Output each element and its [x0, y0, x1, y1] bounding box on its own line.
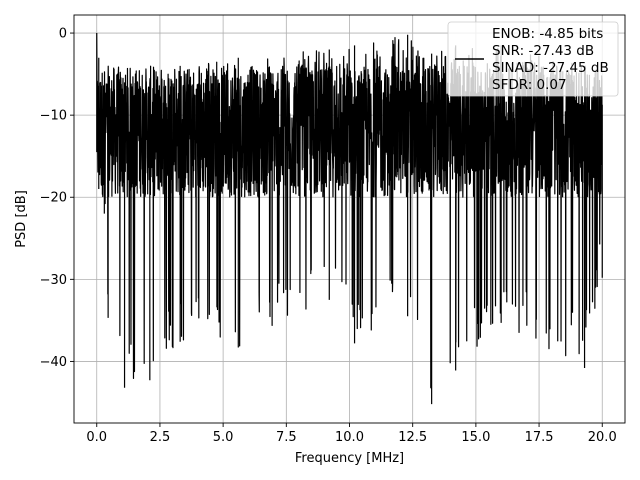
series-layer [96, 33, 603, 405]
x-axis-label: Frequency [MHz] [295, 451, 404, 466]
x-tick-label: 7.5 [276, 430, 297, 445]
x-tick-label: 12.5 [398, 430, 427, 445]
psd-series-line [96, 33, 603, 405]
y-axis-label: PSD [dB] [14, 190, 29, 248]
y-tick-label: −40 [40, 355, 67, 370]
legend-box [447, 21, 619, 97]
y-tick-label: −10 [40, 109, 67, 124]
x-tick-label: 5.0 [213, 430, 234, 445]
x-tick-label: 2.5 [150, 430, 171, 445]
x-tick-label: 15.0 [461, 430, 490, 445]
legend-sfdr: SFDR: 0.07 [492, 77, 567, 93]
x-tick-label: 0.0 [86, 430, 107, 445]
x-tick-label: 10.0 [335, 430, 364, 445]
legend: ENOB: -4.85 bits SNR: -27.43 dB SINAD: -… [447, 21, 619, 97]
x-tick-label: 17.5 [525, 430, 554, 445]
legend-sinad: SINAD: -27.45 dB [492, 60, 609, 76]
legend-snr: SNR: -27.43 dB [492, 43, 594, 59]
x-tick-label: 20.0 [588, 430, 617, 445]
tick-layer: 0.0 2.5 5.0 7.5 10.0 12.5 15.0 17.5 20.0 0 −10 −20 −… [40, 27, 617, 445]
legend-enob: ENOB: -4.85 bits [492, 26, 603, 42]
y-tick-label: 0 [59, 27, 67, 42]
y-tick-label: −30 [40, 273, 67, 288]
y-tick-label: −20 [40, 191, 67, 206]
